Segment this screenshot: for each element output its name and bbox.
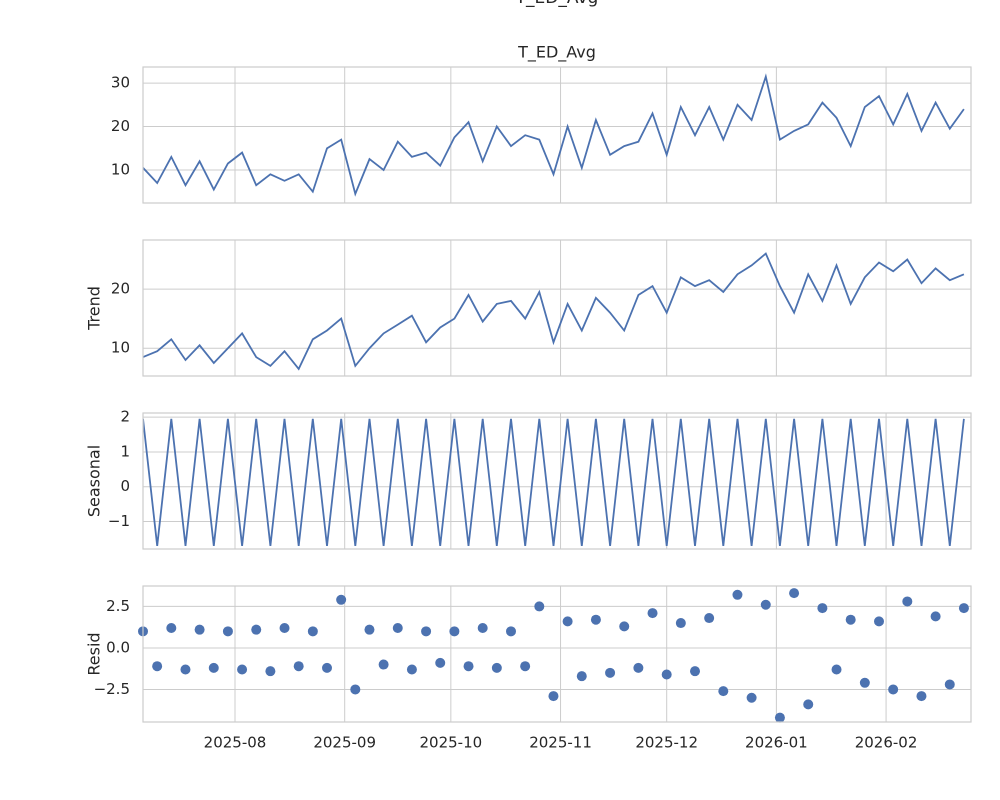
y-tick-label: 30 [111, 74, 130, 92]
y-axis-label: Trend [85, 286, 104, 331]
resid-point [364, 624, 375, 635]
resid-point [619, 621, 630, 632]
axes-frame [142, 239, 972, 377]
y-tick-label: 1 [120, 442, 130, 460]
x-tick-label: 2026-01 [745, 734, 808, 752]
panel-title: T_ED_Avg [517, 43, 596, 63]
y-tick-label: 20 [111, 117, 130, 135]
resid-point [803, 699, 814, 710]
resid-point [449, 626, 460, 637]
resid-point [491, 662, 502, 673]
y-tick-label: 0.0 [106, 638, 130, 656]
resid-point [944, 679, 955, 690]
resid-point [605, 667, 616, 678]
resid-point [859, 677, 870, 688]
data-line [143, 252, 965, 371]
resid-point [506, 626, 516, 637]
resid-point [392, 623, 403, 634]
resid-point [166, 623, 177, 634]
resid-point [661, 669, 672, 680]
resid-point [930, 611, 941, 622]
resid-point [520, 661, 531, 672]
resid-point [534, 601, 545, 612]
resid-point [406, 664, 417, 675]
resid-point [477, 623, 488, 634]
resid-point [265, 666, 276, 677]
y-tick-label: −2.5 [94, 680, 130, 698]
y-tick-label: 20 [111, 280, 130, 298]
resid-point [180, 664, 191, 675]
resid-point [194, 624, 205, 635]
y-tick-label: 0 [120, 477, 130, 495]
resid-point [378, 659, 389, 670]
resid-point [208, 662, 219, 673]
resid-point [336, 594, 347, 605]
resid-point [307, 626, 318, 637]
resid-point [902, 596, 913, 607]
resid-point [576, 671, 587, 682]
resid-point [548, 691, 559, 702]
resid-point [435, 657, 446, 668]
y-tick-label: 2.5 [106, 597, 130, 615]
x-tick-label: 2025-08 [204, 734, 267, 752]
resid-point [845, 614, 856, 625]
resid-point [817, 603, 828, 614]
x-tick-label: 2026-02 [855, 734, 918, 752]
resid-point [237, 664, 248, 675]
y-tick-label: −1 [108, 512, 130, 530]
resid-point [322, 662, 332, 673]
resid-point [222, 626, 233, 637]
resid-point [152, 661, 163, 672]
y-axis-label: Resid [85, 632, 104, 675]
resid-point [831, 664, 842, 675]
x-tick-label: 2025-12 [635, 734, 698, 752]
axes-frame [142, 66, 972, 204]
resid-point [789, 588, 800, 599]
resid-point [690, 666, 700, 677]
resid-point [774, 712, 785, 723]
resid-point [633, 662, 644, 673]
resid-point [718, 686, 729, 697]
resid-point [675, 618, 686, 629]
resid-point [562, 616, 573, 627]
resid-point [421, 626, 432, 637]
resid-point [293, 661, 304, 672]
y-tick-label: 10 [111, 160, 130, 178]
resid-point [279, 623, 290, 634]
resid-point [732, 589, 743, 600]
resid-point [916, 691, 927, 702]
x-tick-label: 2025-09 [313, 734, 376, 752]
x-tick-label: 2025-10 [420, 734, 483, 752]
data-line [143, 73, 965, 197]
y-axis-label: Seasonal [85, 445, 104, 517]
y-tick-label: 2 [120, 408, 130, 426]
x-tick-label: 2025-11 [529, 734, 592, 752]
resid-point [746, 692, 757, 703]
resid-point [760, 599, 771, 610]
resid-point [647, 608, 658, 619]
resid-point [350, 684, 361, 695]
figure-title: T_ED_Avg [515, 0, 599, 8]
resid-point [874, 616, 884, 627]
resid-point [590, 614, 601, 625]
y-tick-label: 10 [111, 339, 130, 357]
resid-point [888, 684, 899, 695]
resid-point [251, 624, 262, 635]
resid-point [704, 613, 715, 624]
axes-frame [142, 585, 972, 723]
resid-point [463, 661, 474, 672]
axes-frame [142, 412, 972, 550]
resid-point [958, 603, 969, 614]
data-line [143, 418, 965, 547]
